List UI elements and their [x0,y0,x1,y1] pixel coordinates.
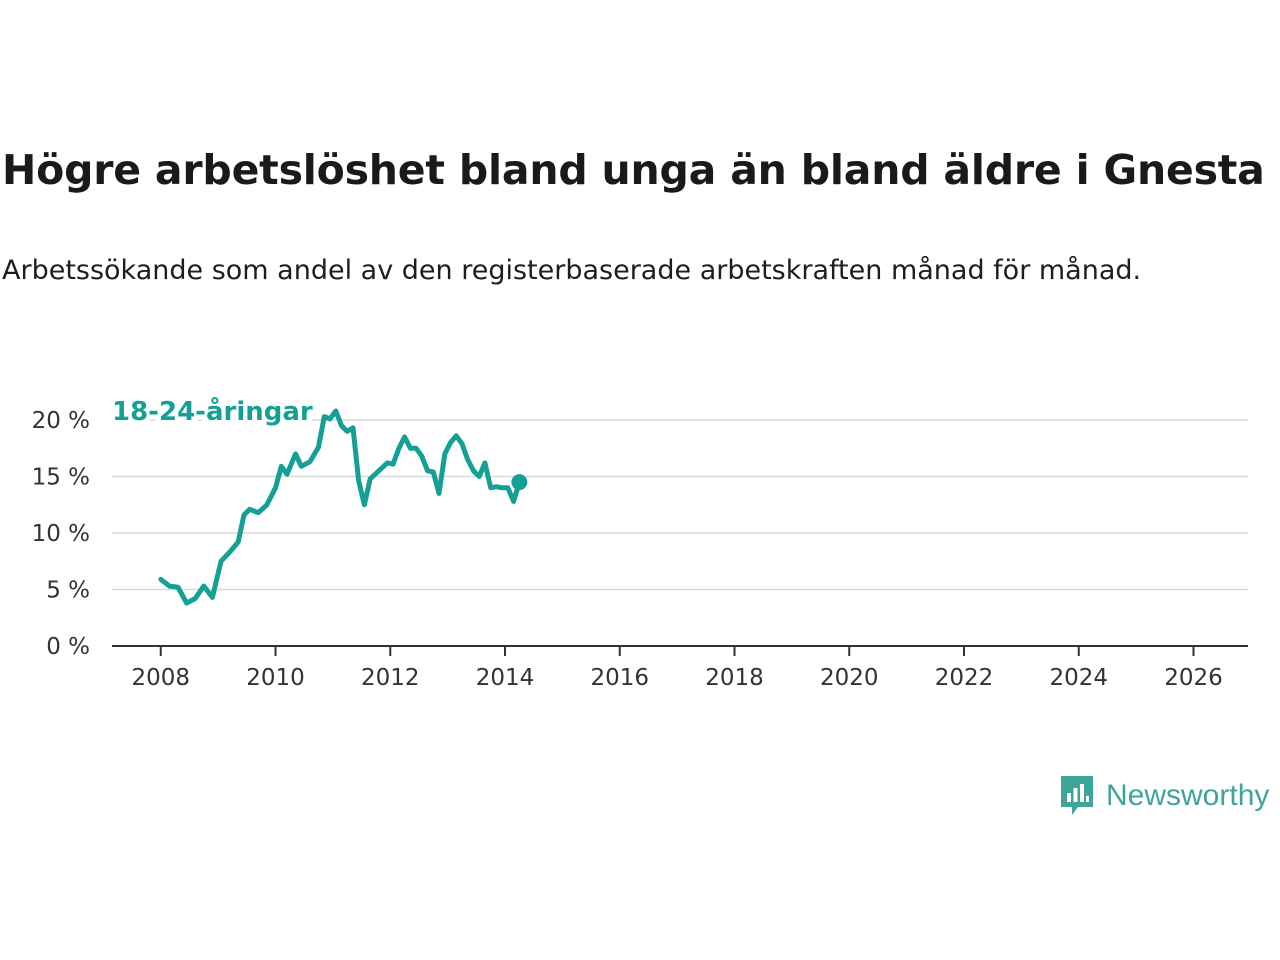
brand-logo: Newsworthy [1058,774,1269,818]
y-tick-label: 5 % [46,578,90,604]
series-lines [158,408,528,606]
x-tick-label: 2008 [131,665,190,691]
x-tick-label: 2022 [935,665,994,691]
chart-subtitle: Arbetssökande som andel av den registerb… [2,255,1142,286]
series-line-s0 [158,408,522,606]
line-chart: 0 %5 %10 %15 %20 % 2008 2010 2012 2014 2016 2… [32,390,1248,691]
gridlines [112,419,1248,591]
x-tick-label: 2016 [590,665,649,691]
series-end-point-s0 [511,474,528,491]
series-label-s0: 18-24-åringar [112,395,313,427]
x-tick-label: 2012 [361,665,420,691]
x-tick-label: 2024 [1049,665,1108,691]
series-labels: 18-24-åringar [107,390,318,432]
x-tick-label: 2010 [246,665,305,691]
newsworthy-logo-icon [1061,776,1093,815]
x-tick-label: 2020 [820,665,879,691]
y-tick-label: 0 % [46,634,90,660]
y-tick-label: 15 % [32,465,90,491]
x-tick-label: 2014 [476,665,535,691]
brand-name: Newsworthy [1106,779,1270,812]
x-tick-label: 2018 [705,665,764,691]
y-tick-label: 20 % [32,408,90,434]
chart-title: Högre arbetslöshet bland unga än bland ä… [2,146,1265,194]
x-tick-label: 2026 [1164,665,1223,691]
y-axis: 0 % 5 % 10 % 15 % 20 % [32,408,90,660]
x-axis: 2008 2010 2012 2014 2016 2018 2020 2022 2024 2026 [112,645,1248,691]
y-tick-label: 10 % [32,521,90,547]
